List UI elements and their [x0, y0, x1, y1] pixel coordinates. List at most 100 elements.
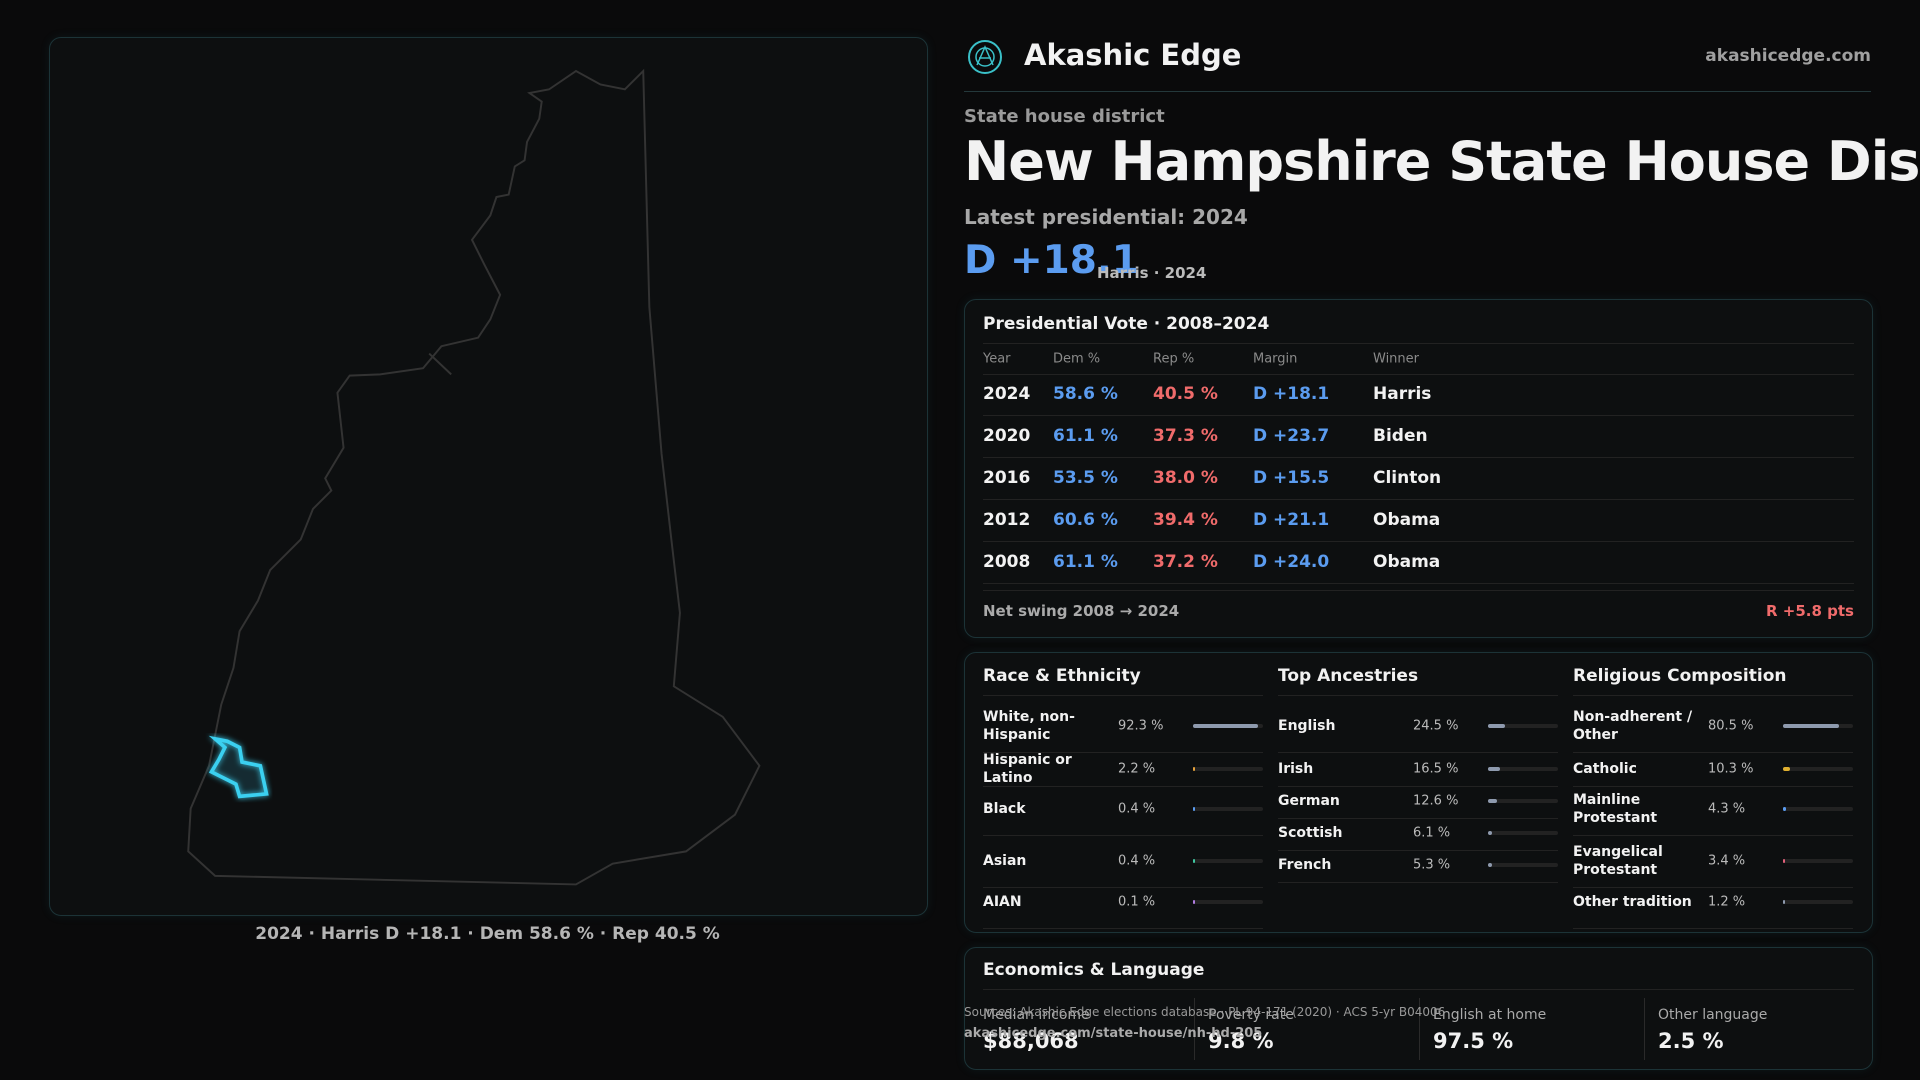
table-cell: 2012	[983, 510, 1031, 530]
row-divider	[1278, 850, 1558, 851]
divider	[983, 695, 1263, 696]
table-cell: D +21.1	[1253, 510, 1330, 530]
latest-label: Latest presidential: 2024	[964, 205, 1248, 229]
source-url[interactable]: akashicedge.com/state-house/nh-hd-205	[964, 1026, 1263, 1041]
row-value: 0.4 %	[1118, 801, 1156, 817]
table-cell: D +15.5	[1253, 468, 1330, 488]
table-cell: 39.4 %	[1153, 510, 1218, 530]
divider	[1644, 998, 1645, 1060]
latest-margin: D +18.1	[964, 238, 1139, 283]
row-label: Scottish	[1278, 825, 1343, 841]
swing-label: Net swing 2008 → 2024	[983, 602, 1180, 620]
metric-label: Median income	[983, 1007, 1090, 1023]
bar-track	[1783, 900, 1853, 904]
divider	[1194, 998, 1195, 1060]
section-title: Top Ancestries	[1278, 666, 1419, 686]
row-value: 2.2 %	[1118, 761, 1156, 777]
bar	[1783, 724, 1840, 728]
row-divider	[983, 786, 1263, 787]
row-divider	[983, 752, 1263, 753]
row-label: German	[1278, 793, 1340, 809]
row-label: White, non-Hispanic	[983, 709, 1075, 743]
economics-card: Economics & Language Median income $88,06…	[964, 947, 1873, 1070]
bar	[1783, 900, 1785, 904]
map-panel	[49, 37, 928, 916]
site-link[interactable]: akashicedge.com	[1705, 46, 1871, 66]
row-divider	[983, 457, 1854, 458]
bar-track	[1488, 799, 1558, 803]
metric-value: 97.5 %	[1433, 1029, 1514, 1053]
bar-track	[1193, 900, 1263, 904]
bar	[1193, 900, 1195, 904]
table-cell: Biden	[1373, 426, 1428, 446]
row-value: 3.4 %	[1708, 853, 1746, 869]
column-header: Winner	[1373, 351, 1420, 367]
row-value: 12.6 %	[1413, 793, 1459, 809]
bar-track	[1783, 724, 1853, 728]
row-divider	[983, 887, 1263, 888]
bar-track	[1488, 831, 1558, 835]
row-divider	[1573, 752, 1853, 753]
bar	[1783, 859, 1786, 863]
table-cell: 58.6 %	[1053, 384, 1118, 404]
row-value: 16.5 %	[1413, 761, 1459, 777]
bar	[1193, 859, 1195, 863]
bar-track	[1193, 724, 1263, 728]
row-label: Asian	[983, 853, 1027, 869]
table-cell: D +24.0	[1253, 552, 1330, 572]
section-title: Religious Composition	[1573, 666, 1787, 686]
row-divider	[1573, 928, 1853, 929]
row-value: 0.1 %	[1118, 894, 1156, 910]
row-value: 80.5 %	[1708, 718, 1754, 734]
district-highlight	[208, 735, 269, 799]
table-cell: 38.0 %	[1153, 468, 1218, 488]
row-divider	[983, 541, 1854, 542]
row-divider	[1573, 835, 1853, 836]
bar-track	[1488, 724, 1558, 728]
row-value: 0.4 %	[1118, 853, 1156, 869]
table-cell: 37.2 %	[1153, 552, 1218, 572]
row-value: 92.3 %	[1118, 718, 1164, 734]
row-label: Black	[983, 801, 1026, 817]
bar	[1783, 807, 1786, 811]
divider	[1278, 695, 1558, 696]
row-divider	[983, 499, 1854, 500]
row-label: French	[1278, 857, 1332, 873]
state-outline	[187, 68, 761, 886]
bar	[1488, 767, 1500, 771]
row-value: 5.3 %	[1413, 857, 1451, 873]
table-cell: Obama	[1373, 552, 1441, 572]
county-line	[428, 352, 452, 376]
row-value: 1.2 %	[1708, 894, 1746, 910]
row-divider	[1278, 786, 1558, 787]
bar-track	[1783, 767, 1853, 771]
presidential-card: Presidential Vote · 2008–2024 Net swing …	[964, 299, 1873, 638]
row-value: 10.3 %	[1708, 761, 1754, 777]
row-divider	[983, 928, 1263, 929]
bar-track	[1783, 807, 1853, 811]
table-cell: Obama	[1373, 510, 1441, 530]
page-title: New Hampshire State House District 205	[964, 130, 1920, 193]
row-label: Catholic	[1573, 761, 1637, 777]
row-label: Irish	[1278, 761, 1314, 777]
metric-value: 9.8 %	[1208, 1029, 1274, 1053]
table-cell: 2024	[983, 384, 1031, 404]
bar-track	[1193, 807, 1263, 811]
column-header: Margin	[1253, 351, 1298, 367]
brand[interactable]: Akashic Edge	[1024, 38, 1242, 72]
divider	[983, 343, 1854, 344]
table-cell: 37.3 %	[1153, 426, 1218, 446]
table-cell: 60.6 %	[1053, 510, 1118, 530]
column-header: Dem %	[1053, 351, 1101, 367]
row-divider	[983, 583, 1854, 584]
metric-value: $88,068	[983, 1029, 1079, 1053]
latest-note: Harris · 2024	[1097, 264, 1207, 282]
section-title: Race & Ethnicity	[983, 666, 1141, 686]
bar	[1193, 767, 1195, 771]
row-divider	[983, 835, 1263, 836]
row-divider	[1278, 818, 1558, 819]
card-title: Presidential Vote · 2008–2024	[983, 314, 1270, 334]
row-label: Non-adherent / Other	[1573, 709, 1693, 743]
row-value: 6.1 %	[1413, 825, 1451, 841]
